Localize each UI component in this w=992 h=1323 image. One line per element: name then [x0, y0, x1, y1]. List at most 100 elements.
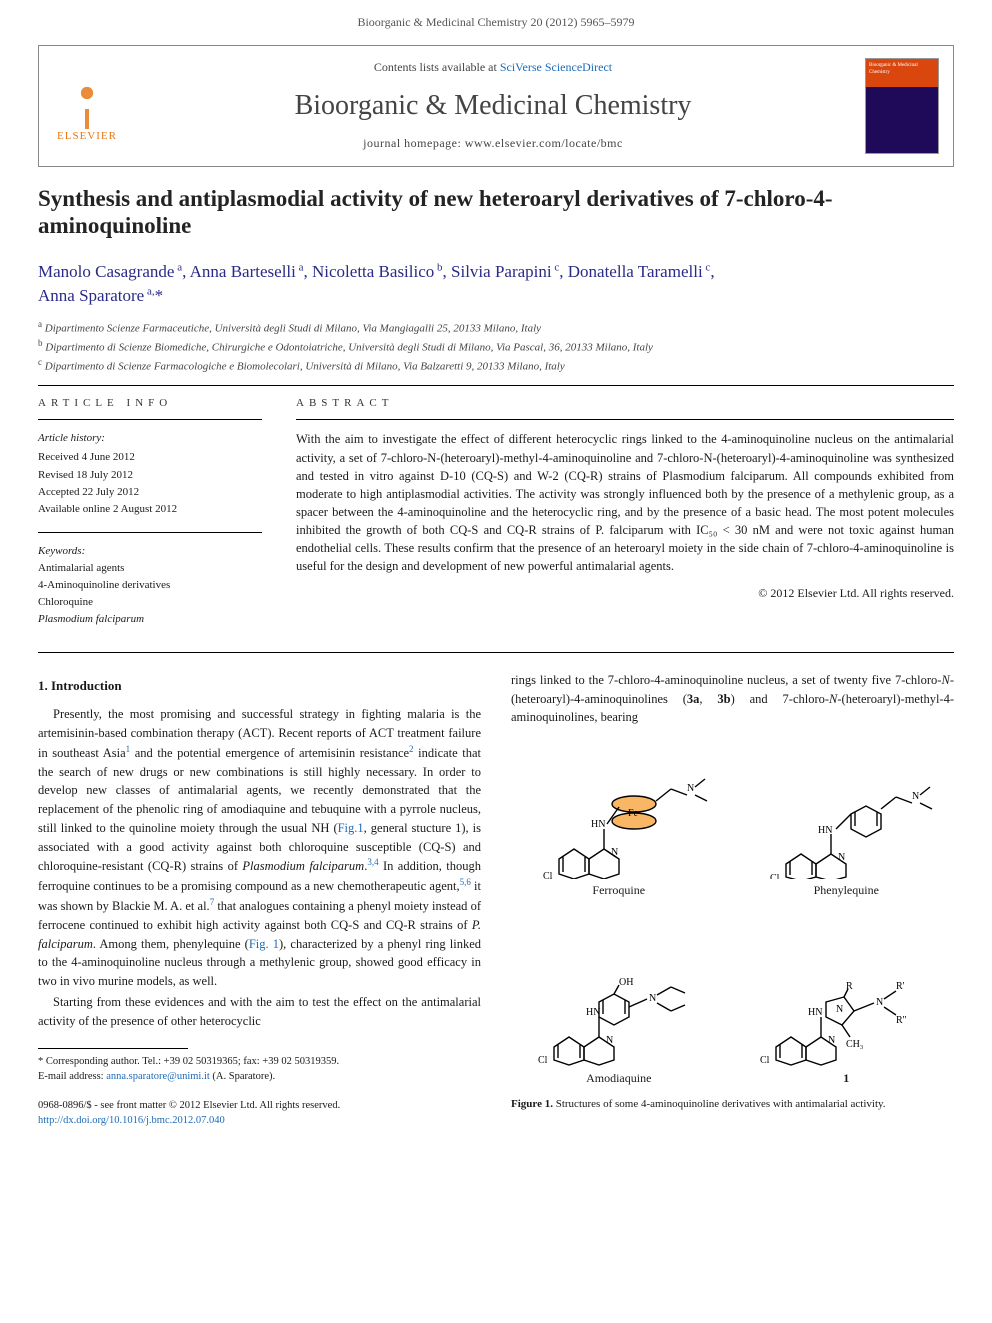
- section-heading-intro: 1. Introduction: [38, 677, 481, 695]
- article-history: Article history: Received 4 June 2012 Re…: [38, 430, 262, 517]
- svg-text:HN: HN: [591, 819, 605, 830]
- article-info-label: ARTICLE INFO: [38, 396, 262, 411]
- mol-label: Ferroquine: [592, 882, 645, 899]
- molecule-svg: Cl N HN N CH₃ R N: [746, 907, 946, 1067]
- svg-text:N: N: [838, 852, 845, 863]
- info-rule-2: [38, 532, 262, 533]
- running-header: Bioorganic & Medicinal Chemistry 20 (201…: [0, 0, 992, 37]
- molecule-svg: Cl N HN Fe: [519, 729, 719, 879]
- svg-text:N: N: [606, 1035, 613, 1046]
- mol-label: 1: [843, 1070, 849, 1087]
- copyright: © 2012 Elsevier Ltd. All rights reserved…: [296, 585, 954, 602]
- mol-ferroquine: Cl N HN Fe: [511, 729, 727, 899]
- svg-text:Cl: Cl: [760, 1055, 770, 1066]
- svg-text:R'': R'': [896, 1015, 906, 1026]
- svg-text:N: N: [836, 1004, 843, 1015]
- elsevier-logo: ELSEVIER: [53, 67, 121, 145]
- authors-line-1: Manolo Casagrande a, Anna Barteselli a, …: [38, 262, 715, 281]
- svg-text:Cl: Cl: [770, 873, 780, 879]
- affiliations: a Dipartimento Scienze Farmaceutiche, Un…: [38, 318, 954, 375]
- svg-text:N: N: [611, 847, 618, 858]
- keywords: Keywords: Antimalarial agents 4-Aminoqui…: [38, 543, 262, 628]
- fig-rest: Structures of some 4-aminoquinoline deri…: [553, 1098, 886, 1110]
- email-tail: (A. Sparatore).: [210, 1071, 275, 1082]
- svg-text:HN: HN: [586, 1007, 600, 1018]
- paper-title: Synthesis and antiplasmodial activity of…: [38, 185, 954, 240]
- history-line: Received 4 June 2012: [38, 449, 262, 466]
- email-link[interactable]: anna.sparatore@unimi.it: [106, 1071, 210, 1082]
- contents-line: Contents lists available at SciVerse Sci…: [135, 59, 851, 76]
- svg-text:Fe: Fe: [628, 808, 639, 819]
- molecule-svg: Cl N HN N: [746, 729, 946, 879]
- history-line: Revised 18 July 2012: [38, 467, 262, 484]
- corresponding-author: * Corresponding author. Tel.: +39 02 503…: [38, 1055, 481, 1070]
- footnote-separator: [38, 1048, 188, 1049]
- left-column: 1. Introduction Presently, the most prom…: [38, 671, 481, 1128]
- rule-top: [38, 385, 954, 386]
- masthead-center: Contents lists available at SciVerse Sci…: [135, 59, 851, 152]
- svg-text:HN: HN: [818, 825, 832, 836]
- info-abstract-row: ARTICLE INFO Article history: Received 4…: [38, 396, 954, 642]
- intro-body: Presently, the most promising and succes…: [38, 705, 481, 1030]
- fig-lead: Figure 1.: [511, 1098, 553, 1110]
- mol-amodiaquine: Cl N HN OH N: [511, 907, 727, 1087]
- svg-text:Cl: Cl: [543, 871, 553, 879]
- svg-text:CH₃: CH₃: [846, 1039, 863, 1050]
- svg-text:HN: HN: [808, 1007, 822, 1018]
- molecule-svg: Cl N HN OH N: [519, 907, 719, 1067]
- intro-p1: Presently, the most promising and succes…: [38, 705, 481, 991]
- info-rule-1: [38, 419, 262, 420]
- affiliation-text: Dipartimento Scienze Farmaceutiche, Univ…: [45, 322, 541, 334]
- doi-link[interactable]: http://dx.doi.org/10.1016/j.bmc.2012.07.…: [38, 1115, 225, 1126]
- affiliation-text: Dipartimento di Scienze Biomediche, Chir…: [45, 341, 653, 353]
- svg-text:N: N: [828, 1035, 835, 1046]
- svg-text:Cl: Cl: [538, 1055, 548, 1066]
- abstract-text: With the aim to investigate the effect o…: [296, 430, 954, 575]
- cover-thumb-text: Bioorganic & Medicinal Chemistry: [869, 63, 918, 75]
- right-column: rings linked to the 7-chloro-4-aminoquin…: [511, 671, 954, 1128]
- authors-line-2: Anna Sparatore a,*: [38, 286, 163, 305]
- svg-text:N: N: [876, 997, 883, 1008]
- svg-text:R': R': [896, 981, 905, 992]
- mol-label: Amodiaquine: [586, 1070, 651, 1087]
- mol-label: Phenylequine: [814, 882, 879, 899]
- svg-text:N: N: [649, 993, 656, 1004]
- affiliation-text: Dipartimento di Scienze Farmacologiche e…: [45, 361, 565, 373]
- authors-block: Manolo Casagrande a, Anna Barteselli a, …: [38, 260, 954, 308]
- contents-prefix: Contents lists available at: [374, 60, 500, 74]
- bottom-meta: 0968-0896/$ - see front matter © 2012 El…: [38, 1099, 481, 1128]
- keyword: Chloroquine: [38, 594, 262, 611]
- contents-link[interactable]: SciVerse ScienceDirect: [500, 60, 612, 74]
- history-line: Accepted 22 July 2012: [38, 484, 262, 501]
- elsevier-logo-text: ELSEVIER: [57, 129, 117, 144]
- body-columns: 1. Introduction Presently, the most prom…: [38, 671, 954, 1128]
- figure-1-panel: Cl N HN Fe: [511, 729, 954, 1087]
- keyword-italic: Plasmodium falciparum: [38, 611, 262, 628]
- affiliation-c: c Dipartimento di Scienze Farmacologiche…: [38, 356, 954, 375]
- journal-cover-thumb: Bioorganic & Medicinal Chemistry: [865, 58, 939, 154]
- affiliation-b: b Dipartimento di Scienze Biomediche, Ch…: [38, 337, 954, 356]
- email-label: E-mail address:: [38, 1071, 104, 1082]
- journal-title: Bioorganic & Medicinal Chemistry: [135, 86, 851, 125]
- intro-p2-cont-wrap: rings linked to the 7-chloro-4-aminoquin…: [511, 671, 954, 727]
- intro-p2: Starting from these evidences and with t…: [38, 993, 481, 1031]
- abstract-label: ABSTRACT: [296, 396, 954, 411]
- email-line: E-mail address: anna.sparatore@unimi.it …: [38, 1070, 481, 1085]
- abstract-rule: [296, 419, 954, 420]
- figure-1-caption: Figure 1. Structures of some 4-aminoquin…: [511, 1097, 954, 1112]
- mol-compound-1: Cl N HN N CH₃ R N: [739, 907, 955, 1087]
- svg-text:N: N: [912, 791, 919, 802]
- rule-bottom: [38, 652, 954, 653]
- intro-p2-cont: rings linked to the 7-chloro-4-aminoquin…: [511, 671, 954, 727]
- svg-text:N: N: [687, 783, 694, 794]
- svg-text:OH: OH: [619, 977, 633, 988]
- masthead-box: ELSEVIER Contents lists available at Sci…: [38, 45, 954, 167]
- history-label: Article history:: [38, 430, 262, 447]
- issn-line: 0968-0896/$ - see front matter © 2012 El…: [38, 1099, 481, 1114]
- article-info: ARTICLE INFO Article history: Received 4…: [38, 396, 262, 642]
- keywords-label: Keywords:: [38, 543, 262, 560]
- history-line: Available online 2 August 2012: [38, 501, 262, 518]
- content: Synthesis and antiplasmodial activity of…: [0, 185, 992, 1148]
- elsevier-tree-icon: [63, 81, 111, 129]
- journal-homepage: journal homepage: www.elsevier.com/locat…: [135, 135, 851, 152]
